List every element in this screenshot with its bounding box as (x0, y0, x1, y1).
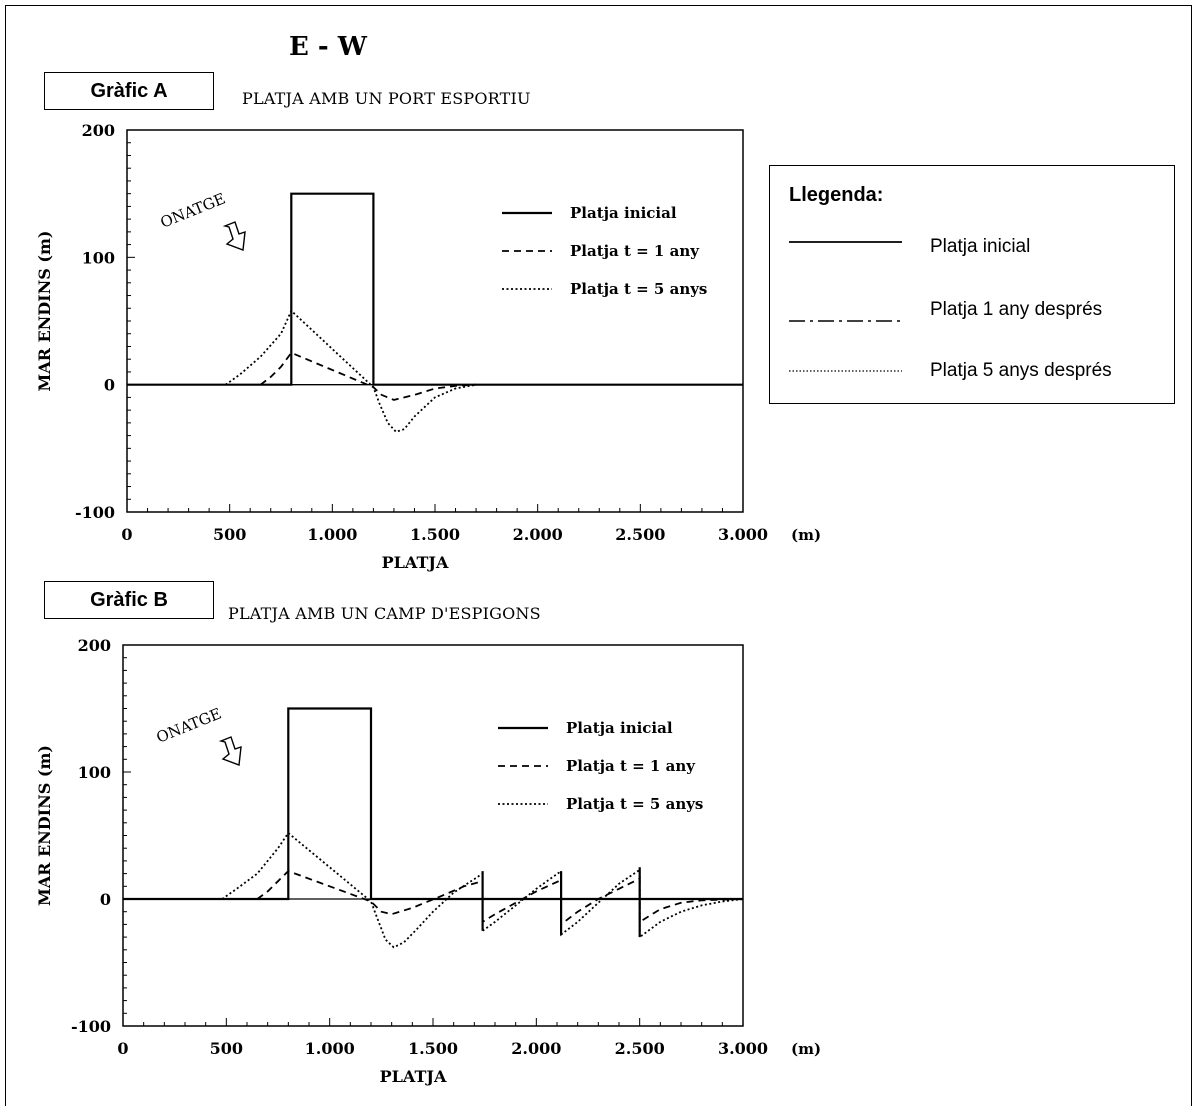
legend-item-initial: Platja inicial (930, 236, 1031, 257)
chart-b-wave-arrow-icon (218, 736, 242, 766)
chart-a-x-unit: (m) (791, 526, 821, 544)
chart-a-x-tick-label: 500 (213, 525, 246, 544)
legend-box: Llegenda: Platja inicial Platja 1 any de… (769, 165, 1175, 404)
chart-a-y-tick-label: -100 (75, 503, 115, 522)
main-title: E - W (289, 32, 367, 62)
chart-b-y-label: MAR ENDINS (m) (35, 745, 54, 906)
chart-a-x-tick-label: 2.500 (615, 525, 665, 544)
chart-b-x-unit: (m) (791, 1040, 821, 1058)
chart-b-x-tick-label: 2.000 (511, 1039, 561, 1058)
legend-item-5-years: Platja 5 anys després (930, 360, 1112, 381)
chart-a-y-tick-label: 0 (104, 376, 115, 395)
chart-b-onatge-label: ONATGE (154, 704, 224, 746)
chart-b-x-tick-label: 3.000 (718, 1039, 768, 1058)
chart-a-series-dashed (259, 351, 477, 401)
chart-b-x-tick-label: 2.500 (615, 1039, 665, 1058)
chart-b-x-tick-label: 500 (210, 1039, 243, 1058)
chart-a-x-tick-label: 1.000 (307, 525, 357, 544)
chart-a-x-label: PLATJA (382, 553, 449, 572)
chart-b-y-tick-label: 100 (78, 763, 111, 782)
legend-swatches (789, 241, 902, 372)
figure-frame (5, 5, 1192, 1106)
chart-a-x-tick-label: 0 (121, 525, 132, 544)
chart-a-wave-arrow-icon (222, 221, 246, 251)
chart-b-x-tick-label: 1.500 (408, 1039, 458, 1058)
chart-b-inner-legend-label: Platja t = 5 anys (566, 795, 703, 813)
chart-a-x-tick-label: 2.000 (513, 525, 563, 544)
chart-a-series-dotted (225, 309, 477, 433)
legend-item-1-year: Platja 1 any després (930, 299, 1103, 320)
chart-b-x-tick-label: 0 (117, 1039, 128, 1058)
chart-b-inner-legend-label: Platja t = 1 any (566, 757, 696, 775)
chart-b-y-tick-label: 200 (78, 636, 111, 655)
chart-b-plot-area (122, 644, 744, 1027)
chart-a-title: PLATJA AMB UN PORT ESPORTIU (242, 89, 531, 108)
legend-title: Llegenda: (789, 184, 884, 206)
chart-b-series-dashed (256, 870, 744, 927)
chart-b-x-tick-label: 1.000 (305, 1039, 355, 1058)
chart-a-plot-area (126, 129, 744, 513)
chart-a-x-tick-label: 1.500 (410, 525, 460, 544)
chart-a-label: Gràfic A (44, 72, 214, 110)
chart-a-inner-legend-label: Platja inicial (570, 204, 677, 222)
chart-a-inner-legend-label: Platja t = 5 anys (570, 280, 707, 298)
chart-a-y-label: MAR ENDINS (m) (35, 231, 54, 392)
chart-a-onatge-label: ONATGE (158, 189, 228, 231)
chart-b-label: Gràfic B (44, 581, 214, 619)
chart-a-x-tick-label: 3.000 (718, 525, 768, 544)
chart-b-y-tick-label: 0 (100, 890, 111, 909)
chart-b-x-label: PLATJA (380, 1067, 447, 1086)
chart-b-title: PLATJA AMB UN CAMP D'ESPIGONS (228, 604, 541, 623)
chart-a-y-tick-label: 200 (82, 121, 115, 140)
chart-b-series-solid (123, 707, 743, 938)
chart-a-y-tick-label: 100 (82, 248, 115, 267)
chart-b-inner-legend-label: Platja inicial (566, 719, 673, 737)
chart-a-series-solid (127, 192, 743, 386)
chart-a-inner-legend-label: Platja t = 1 any (570, 242, 700, 260)
chart-b-y-tick-label: -100 (71, 1017, 111, 1036)
